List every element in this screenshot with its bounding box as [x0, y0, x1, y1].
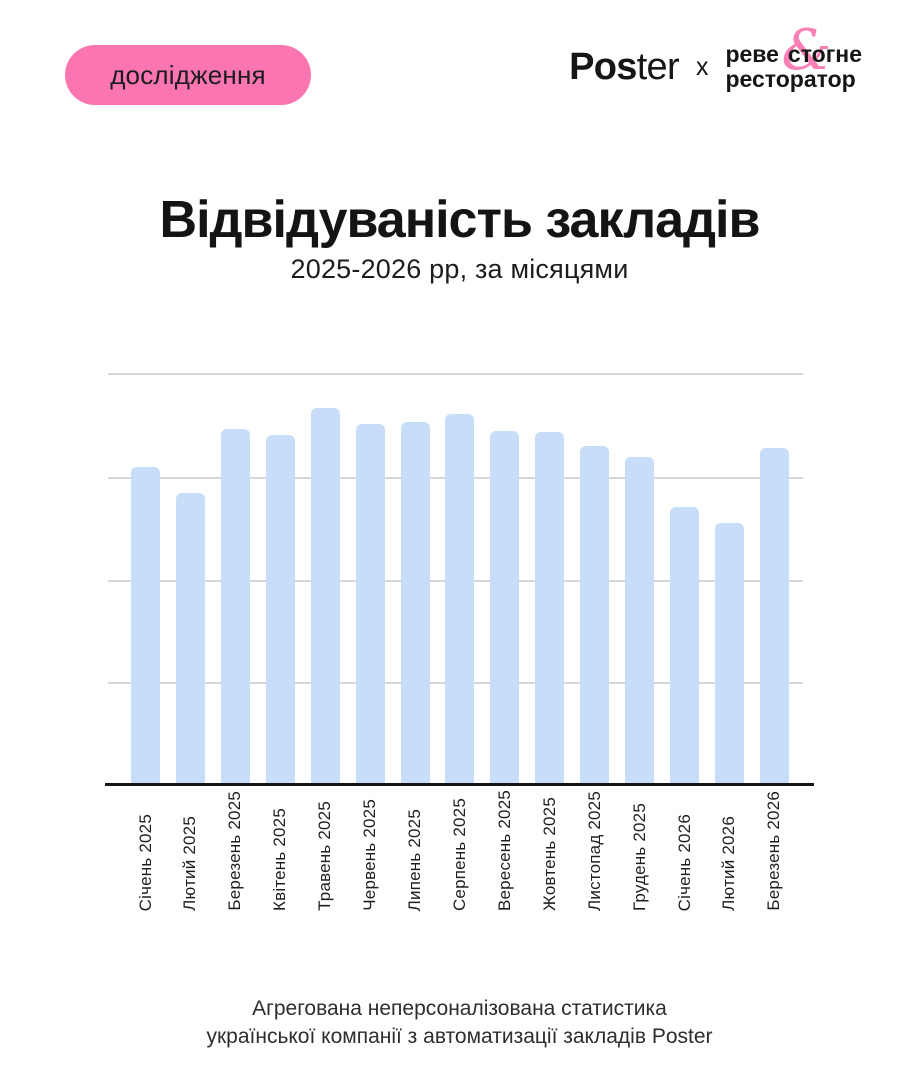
x-axis-label: Лютий 2026: [719, 816, 739, 911]
x-axis-label-cell: Лютий 2025: [176, 793, 205, 911]
bar: [445, 414, 475, 784]
x-axis-label: Березень 2025: [225, 791, 245, 911]
x-axis-label-cell: Лютий 2026: [715, 793, 744, 911]
x-axis-label: Квітень 2025: [270, 808, 290, 911]
page-title: Відвідуваність закладів: [159, 191, 761, 249]
x-axis-label-cell: Серпень 2025: [445, 793, 474, 911]
x-axis-label: Липень 2025: [405, 808, 425, 911]
x-axis-label: Вересень 2025: [494, 789, 514, 911]
research-badge: дослідження: [65, 45, 311, 105]
x-axis-label: Травень 2025: [315, 801, 335, 911]
x-axis-label-cell: Січень 2025: [131, 793, 160, 911]
x-axis-label-cell: Жовтень 2025: [535, 793, 564, 911]
bar: [265, 435, 295, 784]
logo-separator: x: [695, 52, 709, 81]
bar: [131, 467, 160, 784]
bar-series: [106, 373, 814, 784]
x-axis-label: Листопад 2025: [584, 791, 604, 911]
x-axis-label-cell: Грудень 2025: [625, 793, 654, 911]
bar: [175, 493, 205, 784]
x-axis-label-cell: Березень 2025: [221, 791, 250, 911]
bar: [580, 446, 610, 784]
footnote: Агрегована неперсоналізована статистика …: [0, 995, 919, 1051]
bar: [714, 523, 744, 784]
bar: [400, 422, 430, 784]
x-axis-label-cell: Квітень 2025: [266, 793, 295, 911]
partner-logo-line1: реве стогне: [725, 42, 862, 67]
x-axis-label: Жовтень 2025: [539, 797, 559, 911]
x-axis-label: Червень 2025: [360, 799, 380, 911]
poster-logo-light: ter: [636, 45, 680, 88]
x-axis-label: Січень 2025: [135, 813, 155, 911]
footnote-line2: української компанії з автоматизації зак…: [206, 1025, 713, 1048]
x-axis-label-cell: Березень 2026: [760, 791, 789, 911]
bar: [625, 457, 655, 784]
bar: [670, 507, 700, 784]
x-axis-label-cell: Вересень 2025: [490, 789, 519, 911]
x-axis-label: Грудень 2025: [629, 802, 649, 911]
bar: [759, 448, 789, 784]
x-axis-label: Лютий 2025: [180, 816, 200, 911]
bar: [490, 431, 520, 784]
x-axis-label-cell: Червень 2025: [356, 793, 385, 911]
poster-logo: Poster: [569, 45, 680, 89]
bar: [310, 408, 340, 784]
x-axis-label: Серпень 2025: [449, 797, 469, 911]
poster-logo-bold: Pos: [569, 45, 637, 88]
x-axis-label-cell: Липень 2025: [401, 793, 430, 911]
partner-logo: & реве стогне ресторатор: [725, 23, 862, 92]
x-axis-label: Січень 2026: [674, 813, 694, 911]
x-axis-label-cell: Січень 2026: [670, 793, 699, 911]
partner-logo-line2: ресторатор: [725, 66, 856, 92]
partner-logo-line1-left: реве: [725, 41, 779, 67]
bar: [535, 432, 565, 784]
x-axis-label-cell: Листопад 2025: [580, 791, 609, 911]
page-subtitle: 2025-2026 рр, за місяцями: [290, 254, 629, 284]
x-axis-line: [105, 783, 814, 786]
bar: [220, 429, 250, 784]
bar: [355, 424, 385, 784]
gridline: [108, 373, 803, 375]
footnote-line1: Агрегована неперсоналізована статистика: [252, 997, 667, 1020]
x-axis-labels: Січень 2025 Лютий 2025 Березень 2025 Квітен…: [106, 789, 814, 911]
x-axis-label-cell: Травень 2025: [311, 793, 340, 911]
bar-chart-plot-area: [105, 373, 814, 786]
x-axis-label: Березень 2026: [764, 791, 784, 911]
research-badge-label: дослідження: [110, 59, 266, 90]
logo-row: Poster x & реве стогне ресторатор: [569, 23, 862, 92]
partner-logo-line1-right: стогне: [787, 41, 862, 67]
ampersand-icon: &: [781, 18, 832, 83]
